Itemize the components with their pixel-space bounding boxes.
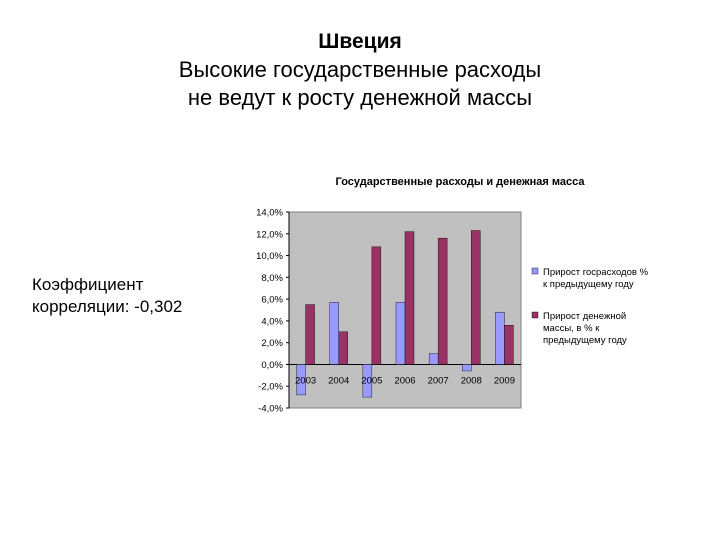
bar-money-supply: [404, 231, 415, 365]
y-tick-label: 0,0%: [261, 360, 283, 371]
bar-money-supply: [305, 304, 315, 365]
correlation-label: Коэффициент: [32, 275, 144, 294]
legend-swatch-money-supply: [531, 311, 539, 319]
title-country: Швеция: [318, 30, 402, 53]
x-tick-label: 2003: [295, 375, 316, 386]
bar-gov-spending: [296, 364, 306, 396]
bar-gov-spending: [462, 364, 472, 372]
y-tick-label: 14,0%: [256, 208, 283, 219]
correlation-value: корреляции: -0,302: [32, 297, 183, 316]
bar-money-supply: [504, 325, 514, 365]
x-tick-label: 2004: [328, 375, 349, 386]
y-tick-label: 10,0%: [256, 251, 283, 262]
x-tick-label: 2009: [494, 375, 515, 386]
title-line-2: Высокие государственные расходы: [178, 57, 542, 82]
x-tick-label: 2005: [361, 375, 382, 386]
y-tick-label: -2,0%: [258, 382, 283, 393]
x-tick-label: 2007: [428, 375, 449, 386]
x-tick-label: 2008: [461, 375, 482, 386]
correlation-note: Коэффициент корреляции: -0,302: [32, 274, 252, 318]
bar-money-supply: [371, 246, 382, 365]
y-tick-label: 8,0%: [261, 273, 283, 284]
chart-title: Государственные расходы и денежная масса: [336, 176, 586, 188]
bar-gov-spending: [362, 364, 373, 398]
legend-label: предыдущему году: [543, 335, 627, 346]
x-tick-label: 2006: [394, 375, 415, 386]
legend-swatch-gov-spending: [531, 267, 539, 275]
bar-gov-spending: [428, 353, 439, 365]
y-tick-label: -4,0%: [258, 404, 283, 415]
legend-label: Прирост денежной: [543, 311, 626, 322]
title-line-3: не ведут к росту денежной массы: [187, 85, 533, 110]
legend-label: к предыдущему году: [543, 279, 634, 290]
bar-gov-spending: [495, 311, 505, 365]
y-tick-label: 12,0%: [256, 229, 283, 240]
bar-money-supply: [437, 237, 448, 365]
bar-gov-spending: [395, 302, 406, 365]
y-tick-label: 2,0%: [261, 338, 283, 349]
slide-title: Швеция Высокие государственные расходы н…: [0, 28, 720, 112]
legend-label: Прирост госрасходов %: [543, 267, 649, 278]
y-tick-label: 6,0%: [261, 295, 283, 306]
bar-gov-spending: [329, 302, 339, 365]
bar-money-supply: [471, 230, 481, 365]
legend-label: массы, в % к: [543, 323, 600, 334]
y-tick-label: 4,0%: [261, 316, 283, 327]
bar-money-supply: [338, 331, 348, 365]
